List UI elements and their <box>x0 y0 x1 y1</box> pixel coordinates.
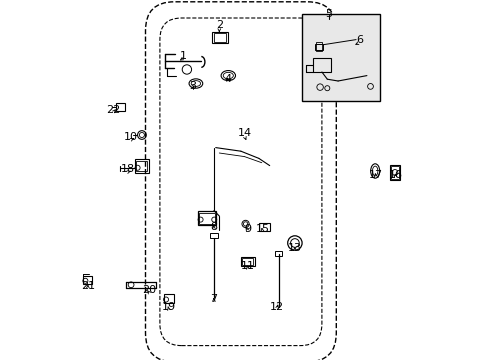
Bar <box>258 223 269 231</box>
Bar <box>213 33 226 42</box>
Bar <box>134 159 149 173</box>
Text: 13: 13 <box>287 243 301 253</box>
Text: 3: 3 <box>188 81 195 91</box>
Bar <box>389 165 400 180</box>
Bar <box>275 251 282 256</box>
Bar <box>315 42 321 51</box>
Text: 14: 14 <box>237 128 251 138</box>
Text: 5: 5 <box>325 9 332 19</box>
Text: 11: 11 <box>241 261 255 271</box>
Text: 7: 7 <box>210 294 217 304</box>
Bar <box>136 161 147 171</box>
Bar <box>199 213 215 224</box>
Bar <box>314 44 322 50</box>
Bar <box>197 211 216 225</box>
Text: 18: 18 <box>120 164 134 174</box>
Text: 21: 21 <box>81 281 95 291</box>
Text: 20: 20 <box>142 285 156 295</box>
Text: 10: 10 <box>124 132 138 142</box>
Text: 12: 12 <box>269 302 284 312</box>
Text: 17: 17 <box>368 170 382 180</box>
Text: 22: 22 <box>106 105 120 115</box>
Bar <box>212 32 228 43</box>
Text: 8: 8 <box>210 222 217 232</box>
Text: 2: 2 <box>215 20 223 30</box>
Text: 6: 6 <box>355 35 363 45</box>
Bar <box>302 14 379 101</box>
Bar <box>390 166 399 179</box>
Text: 15: 15 <box>255 224 269 234</box>
Bar <box>163 294 174 303</box>
Text: 4: 4 <box>224 74 231 84</box>
Bar <box>312 58 330 72</box>
Text: 1: 1 <box>180 51 186 61</box>
Bar <box>83 276 92 284</box>
Text: 16: 16 <box>388 170 402 180</box>
Text: 9: 9 <box>244 224 251 234</box>
Bar <box>241 257 254 266</box>
Bar <box>116 103 125 111</box>
Bar <box>210 233 217 238</box>
Bar <box>242 258 252 265</box>
Text: 19: 19 <box>162 302 176 312</box>
